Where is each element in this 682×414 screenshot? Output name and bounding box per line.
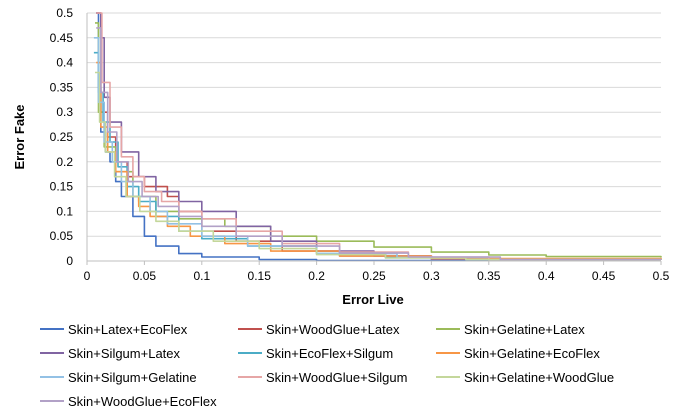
y-tick-label: 0.5 [56,6,73,20]
legend-label: Skin+WoodGlue+EcoFlex [68,393,217,409]
legend-swatch [40,328,64,330]
legend-label: Skin+WoodGlue+Latex [266,321,400,337]
legend-swatch [40,352,64,354]
legend-swatch [238,328,262,330]
y-tick-label: 0.3 [56,105,73,119]
x-tick-label: 0.5 [653,269,670,283]
legend-swatch [238,376,262,378]
legend-item: Skin+Gelatine+WoodGlue [436,367,614,387]
legend-swatch [436,376,460,378]
y-tick-label: 0.25 [50,130,74,144]
legend-label: Skin+Latex+EcoFlex [68,321,188,337]
legend-swatch [40,400,64,402]
series-line-skin-silgum-gelatine [93,37,662,261]
legend-label: Skin+Gelatine+WoodGlue [464,369,615,385]
y-tick-label: 0.45 [50,31,74,45]
x-tick-label: 0.3 [423,269,440,283]
x-tick-label: 0 [84,269,91,283]
legend-swatch [238,352,262,354]
legend-label: Skin+WoodGlue+Silgum [266,369,408,385]
legend-item: Skin+Gelatine+EcoFlex [436,343,600,363]
x-tick-label: 0.2 [308,269,325,283]
x-tick-label: 0.4 [538,269,555,283]
series-line-skin-woodglue-ecoflex [96,27,662,261]
axes [86,13,662,265]
x-tick-label: 0.05 [133,269,157,283]
legend-item: Skin+Gelatine+Latex [436,319,585,339]
y-axis-label: Error Fake [12,104,27,169]
legend-item: Skin+WoodGlue+EcoFlex [40,391,217,411]
series-line-skin-gelatine-woodglue [95,71,662,261]
x-tick-label: 0.25 [362,269,386,283]
series-line-skin-gelatine-latex [95,22,662,258]
y-tick-label: 0.2 [56,155,73,169]
legend-item: Skin+WoodGlue+Latex [238,319,399,339]
y-tick-label: 0 [66,254,73,268]
y-tick-label: 0.35 [50,80,74,94]
legend-item: Skin+Silgum+Latex [40,343,180,363]
x-tick-label: 0.45 [592,269,616,283]
legend-label: Skin+Silgum+Gelatine [68,369,197,385]
legend-label: Skin+EcoFlex+Silgum [266,345,394,361]
y-tick-label: 0.1 [56,204,73,218]
x-axis-label: Error Live [342,292,403,307]
y-tick-label: 0.4 [56,56,73,70]
x-tick-label: 0.35 [477,269,501,283]
legend-label: Skin+Gelatine+EcoFlex [464,345,600,361]
legend-swatch [436,352,460,354]
y-tick-labels: 0 0.05 0.1 0.15 0.2 0.25 0.3 0.35 0.4 0.45 0.5 [50,6,74,268]
legend-label: Skin+Gelatine+Latex [464,321,585,337]
legend-swatch [436,328,460,330]
legend-item: Skin+Silgum+Gelatine [40,367,197,387]
legend-item: Skin+WoodGlue+Silgum [238,367,407,387]
series-line-skin-gelatine-ecoflex [96,61,662,260]
legend-swatch [40,376,64,378]
y-tick-label: 0.15 [50,180,74,194]
legend-item: Skin+EcoFlex+Silgum [238,343,393,363]
x-tick-labels: 0 0.05 0.1 0.15 0.2 0.25 0.3 0.35 0.4 0.45 0.5 [84,269,670,283]
series-line-skin-latex-ecoflex [96,12,661,262]
y-tick-label: 0.05 [50,229,74,243]
series-lines [93,12,662,262]
x-tick-label: 0.15 [248,269,272,283]
legend-label: Skin+Silgum+Latex [68,345,181,361]
legend-item: Skin+Latex+EcoFlex [40,319,187,339]
gridlines [87,12,661,237]
x-tick-label: 0.1 [193,269,210,283]
